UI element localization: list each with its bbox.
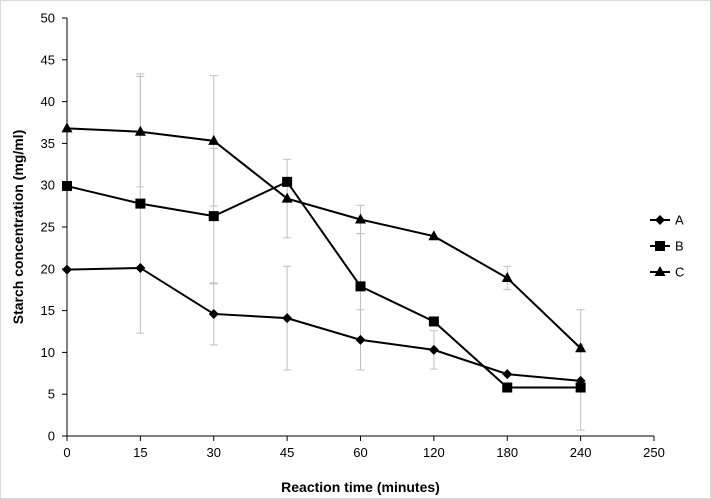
series-b-point (208, 211, 219, 222)
x-tick-label: 30 (207, 445, 221, 460)
series-a (62, 262, 586, 386)
series-b-point (135, 198, 146, 209)
legend-label-b: B (675, 239, 684, 254)
x-tick-label: 120 (423, 445, 445, 460)
series-layer (61, 122, 587, 393)
series-c-point (501, 271, 513, 282)
series-b-point (355, 281, 366, 292)
series-b (62, 176, 586, 393)
y-tick-label: 20 (41, 261, 55, 276)
y-tick-label: 10 (41, 345, 55, 360)
legend-marker-b (655, 241, 665, 251)
series-a-point (62, 264, 72, 275)
series-c-point (575, 342, 587, 353)
series-c-point (428, 230, 440, 241)
series-c-point (281, 192, 293, 203)
series-a-point (282, 313, 293, 324)
y-axis-ticks: 0 5 10 15 20 25 30 35 40 45 50 (41, 11, 67, 444)
y-tick-label: 0 (48, 429, 55, 444)
series-a-point (428, 344, 439, 355)
series-a-point (355, 334, 366, 345)
legend-marker-a (655, 215, 665, 225)
x-tick-label: 45 (280, 445, 294, 460)
y-axis-title: Starch concentration (mg/ml) (10, 130, 26, 324)
series-a-point (502, 369, 513, 380)
series-b-point (62, 181, 72, 192)
x-tick-label: 180 (496, 445, 518, 460)
y-tick-label: 50 (41, 11, 55, 26)
series-b-point (502, 382, 513, 393)
series-c (61, 122, 587, 353)
legend-label-c: C (675, 265, 684, 280)
error-bars (136, 73, 585, 431)
series-a-point (135, 262, 146, 273)
series-c-point (61, 122, 73, 133)
series-b-point (428, 316, 439, 327)
series-c-point (208, 134, 220, 145)
series-b-point (282, 176, 293, 187)
series-a-point (208, 308, 219, 319)
legend: ABC (650, 213, 684, 280)
y-tick-label: 15 (41, 303, 55, 318)
y-tick-label: 25 (41, 220, 55, 235)
series-c-line (66, 127, 582, 349)
x-tick-label: 15 (133, 445, 147, 460)
x-tick-label: 250 (643, 445, 665, 460)
y-tick-label: 45 (41, 52, 55, 67)
y-tick-label: 40 (41, 94, 55, 109)
x-tick-label: 240 (570, 445, 592, 460)
series-b-line (66, 180, 581, 389)
x-tick-label: 0 (63, 445, 70, 460)
x-axis-title: Reaction time (minutes) (281, 479, 440, 495)
series-b-point (575, 382, 586, 393)
x-tick-label: 60 (353, 445, 367, 460)
series-c-point (355, 213, 366, 224)
legend-marker-c (654, 266, 666, 276)
x-axis-ticks: 0 15 30 45 60 120 180 240 250 (63, 436, 665, 460)
y-tick-label: 5 (48, 387, 55, 402)
legend-label-a: A (675, 213, 684, 228)
series-c-point (134, 125, 146, 136)
series-a-line (66, 266, 581, 382)
y-tick-label: 30 (41, 178, 55, 193)
y-tick-label: 35 (41, 136, 55, 151)
